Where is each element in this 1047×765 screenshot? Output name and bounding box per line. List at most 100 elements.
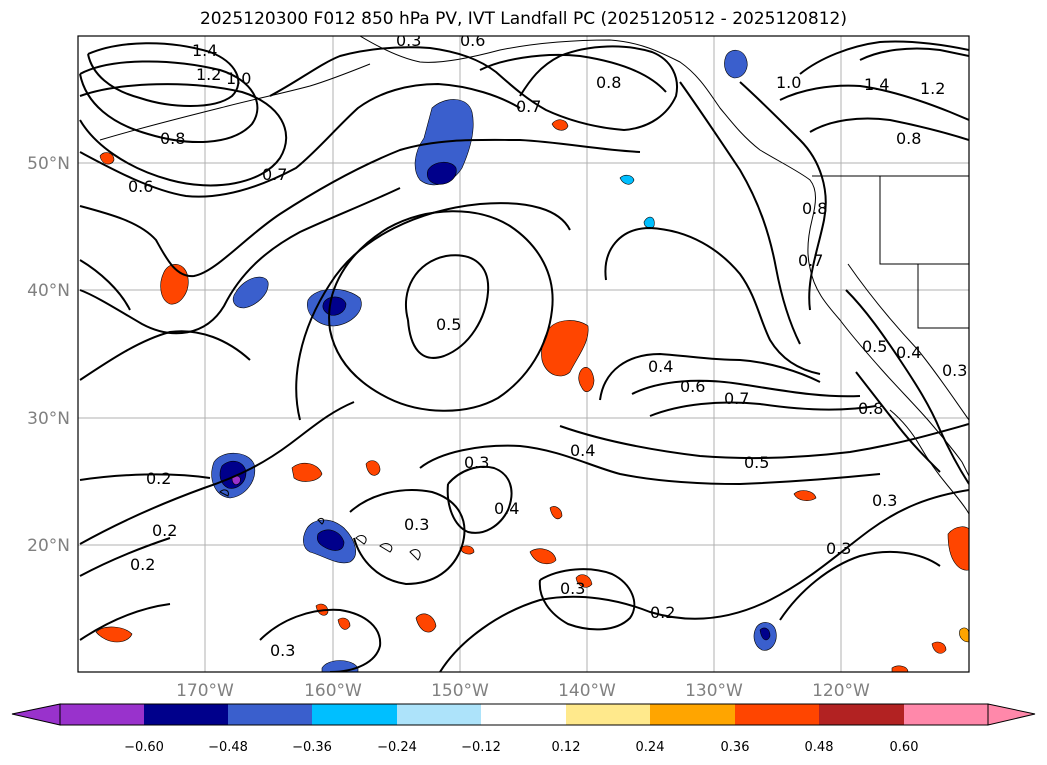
contour-line	[439, 489, 969, 672]
contour-line	[79, 537, 171, 577]
colorbar-segment	[819, 704, 904, 725]
contour-label: 0.5	[436, 315, 461, 334]
pv-positive-patch	[365, 460, 381, 476]
lat-label-50n: 50°N	[27, 154, 70, 174]
contour-line	[87, 42, 240, 107]
lat-label-40n: 40°N	[27, 281, 70, 301]
contour-label: 0.2	[152, 521, 177, 540]
contour-line	[79, 473, 211, 481]
colorbar: −0.60 −0.48 −0.36 −0.24 −0.12 0.12 0.24 …	[11, 703, 1036, 755]
colorbar-segment	[735, 704, 820, 725]
contour-label: 0.8	[896, 129, 921, 148]
pv-negative-patch	[232, 276, 269, 309]
contour-line	[739, 81, 827, 311]
lon-label-150w: 150°W	[431, 681, 489, 701]
coastlines	[99, 36, 969, 561]
pv-negative-core	[426, 161, 457, 185]
contour-label: 0.8	[858, 399, 883, 418]
pv-positive-patch	[959, 627, 969, 643]
colorbar-segment	[566, 704, 651, 725]
pv-positive-patch	[947, 526, 969, 571]
island	[379, 543, 393, 553]
contour-line	[855, 371, 941, 473]
contour-line	[79, 401, 355, 545]
contour-line	[295, 202, 571, 421]
pv-positive-patch	[793, 490, 817, 501]
contour-line	[538, 568, 636, 631]
pv-positive-patch	[95, 626, 133, 643]
contour-label: 0.7	[262, 165, 287, 184]
colorbar-extend-low	[11, 703, 61, 726]
contour-label: 0.5	[744, 453, 769, 472]
colorbar-segment	[397, 704, 482, 725]
contour-line	[405, 254, 490, 359]
contour-label: 0.4	[570, 441, 595, 460]
contour-line	[479, 53, 667, 93]
contour-label: 0.5	[862, 337, 887, 356]
colorbar-tick: −0.24	[377, 740, 417, 755]
contour-line	[79, 138, 641, 278]
colorbar-tick: −0.60	[124, 740, 164, 755]
contour-label: 0.3	[396, 31, 421, 50]
colorbar-outline	[59, 703, 989, 726]
contour-label: 0.4	[494, 499, 519, 518]
contour-label: 0.4	[896, 343, 921, 362]
contour-label: 1.0	[226, 69, 251, 88]
map-background	[78, 36, 969, 672]
lon-label-120w: 120°W	[812, 681, 870, 701]
contour-label: 0.7	[798, 251, 823, 270]
island	[317, 517, 325, 525]
pv-negative-core	[316, 529, 345, 551]
contour-label: 0.6	[128, 177, 153, 196]
colorbar-tick: 0.60	[890, 740, 919, 755]
pv-negative-core	[759, 627, 771, 641]
state-border	[847, 263, 969, 421]
contour-label: 0.8	[160, 129, 185, 148]
contour-label: 1.4	[864, 75, 889, 94]
contour-line	[799, 40, 969, 75]
pv-positive-patch	[415, 613, 437, 633]
pv-positive-patch	[549, 506, 563, 520]
contour-label: 0.6	[680, 377, 705, 396]
contour-line	[631, 379, 861, 398]
island	[355, 535, 367, 545]
map-border	[77, 35, 970, 673]
pv-negative-patch	[643, 216, 655, 229]
contour-line	[79, 259, 131, 311]
pv-positive-patch	[551, 119, 569, 131]
lat-label-30n: 30°N	[27, 409, 70, 429]
pv-positive-patch	[459, 545, 475, 555]
lon-label-170w: 170°W	[176, 681, 234, 701]
latitude-labels: 50°N 40°N 30°N 20°N	[27, 154, 70, 556]
contour-label: 1.2	[196, 65, 221, 84]
pv-positive-patch	[891, 665, 909, 672]
colorbar-tick: −0.12	[461, 740, 501, 755]
contour-line	[809, 117, 969, 141]
pv-positive-patch	[578, 367, 595, 392]
contour-label: 0.2	[130, 555, 155, 574]
contour-label: 0.3	[826, 539, 851, 558]
colorbar-extend-high	[987, 703, 1036, 726]
pv-positive-patch	[931, 641, 947, 654]
contour-label: 1.4	[192, 41, 217, 60]
coastline-baja	[889, 409, 969, 515]
contour-label: 0.3	[404, 515, 429, 534]
island	[219, 489, 229, 497]
contour-line	[79, 330, 251, 381]
colorbar-tick: 0.12	[552, 740, 581, 755]
lon-label-130w: 130°W	[685, 681, 743, 701]
pv-contours	[79, 40, 969, 672]
colorbar-segment	[144, 704, 229, 725]
pv-negative-patch	[619, 174, 635, 185]
contour-label: 0.8	[596, 73, 621, 92]
colorbar-tick: 0.36	[721, 740, 750, 755]
contour-line	[79, 82, 521, 198]
contour-line	[779, 84, 969, 121]
contour-label: 0.3	[872, 491, 897, 510]
contour-line	[845, 289, 969, 485]
pv-positive-patch	[99, 152, 115, 165]
pv-positive-patch	[529, 548, 557, 565]
lon-label-140w: 140°W	[558, 681, 616, 701]
contour-line	[259, 608, 382, 672]
pv-positive-patch	[575, 574, 593, 588]
